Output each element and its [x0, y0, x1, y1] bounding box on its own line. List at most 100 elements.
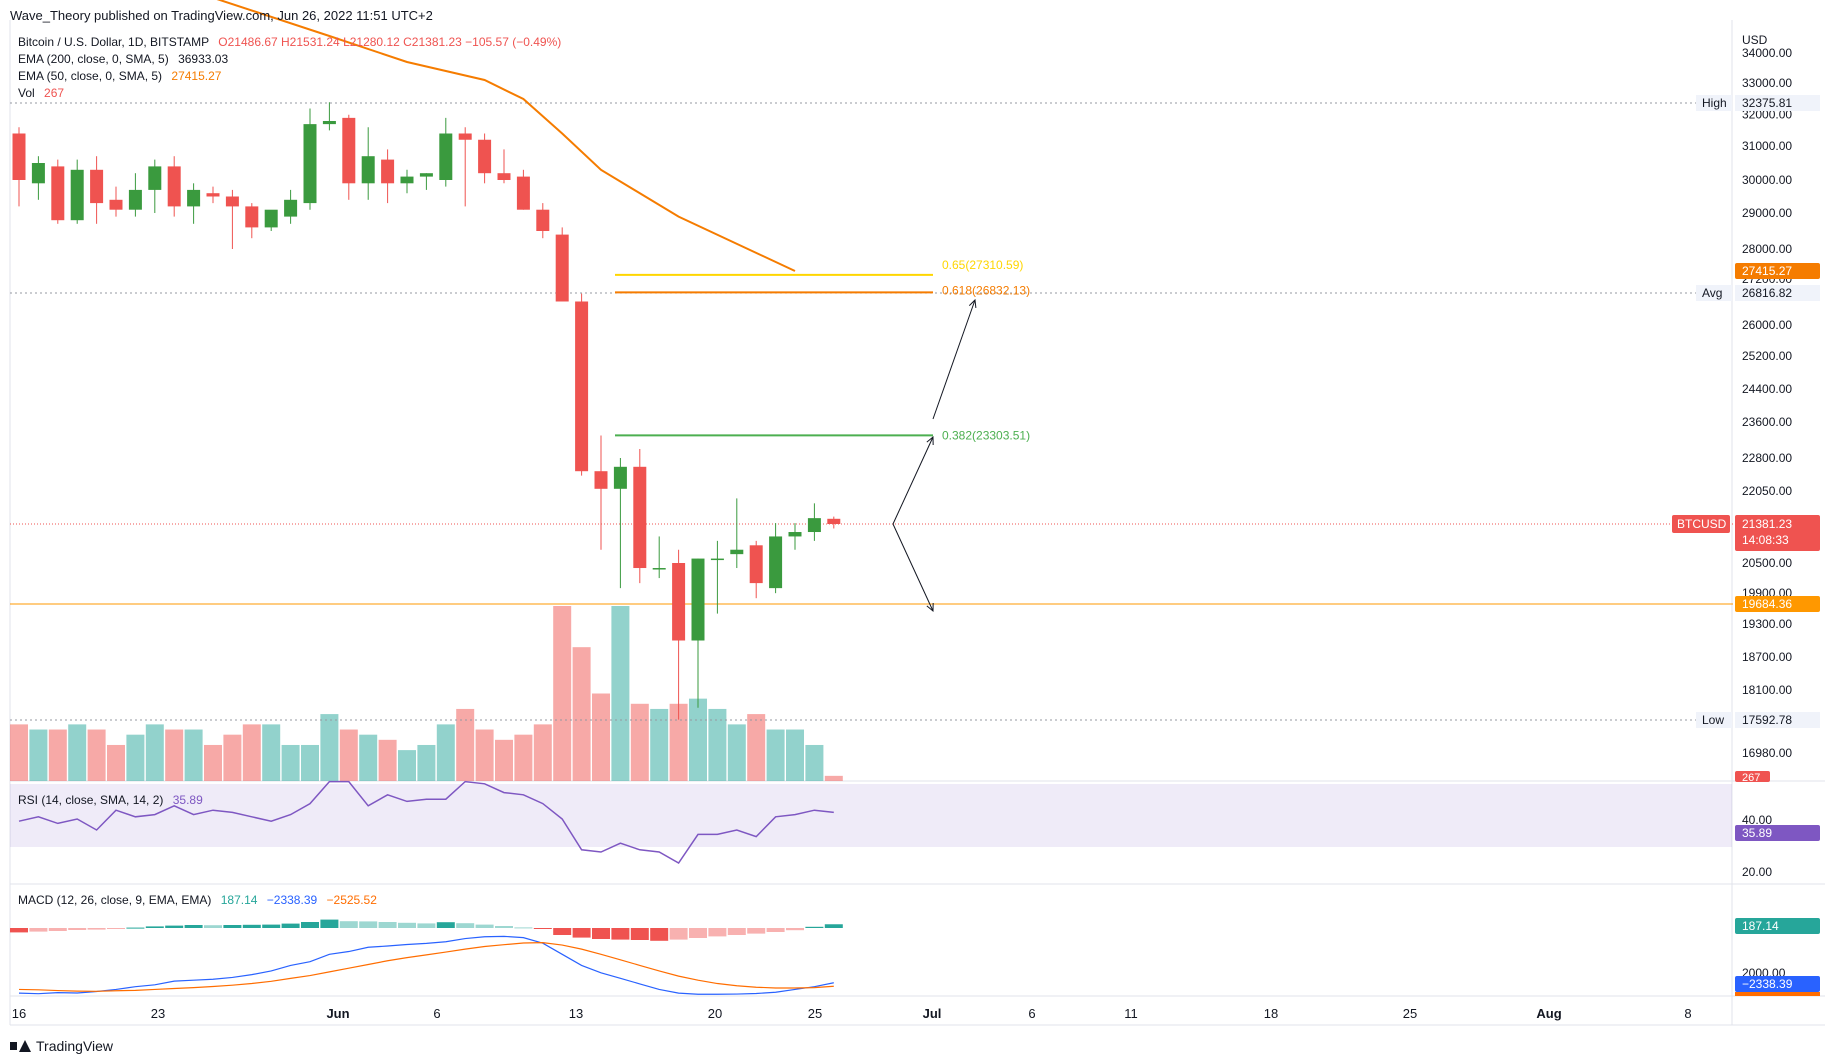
level-tag-avg — [1696, 285, 1732, 301]
time-tick-label: 6 — [433, 1006, 440, 1021]
volume-bar — [184, 729, 203, 781]
candle-body — [419, 173, 433, 177]
candle-body — [206, 193, 220, 197]
level-value-label: 32375.81 — [1742, 96, 1792, 110]
ema50-value: 27415.27 — [171, 69, 222, 83]
level-tag-label: High — [1702, 96, 1727, 110]
candle-body — [225, 196, 239, 207]
level-tag-label: Low — [1702, 713, 1724, 727]
candle-body — [303, 124, 317, 204]
price-tick-label: 18100.00 — [1742, 683, 1792, 697]
time-tick-label: 18 — [1264, 1006, 1278, 1021]
symbol-tag-label: BTCUSD — [1677, 517, 1727, 531]
ema50-line — [216, 0, 796, 272]
macd-histogram-bar — [339, 921, 358, 928]
projection-arrow-down — [892, 523, 934, 612]
candle-body — [322, 120, 336, 125]
macd-histogram-bar — [689, 928, 707, 938]
volume-bar — [533, 724, 552, 781]
macd-histogram-bar — [630, 928, 649, 940]
macd-hist-tag: 187.14 — [1742, 919, 1779, 933]
rsi-legend: RSI (14, close, SMA, 14, 2) 35.89 — [18, 793, 203, 807]
projection-arrow-up-head — [926, 435, 934, 446]
candle-body — [749, 545, 763, 584]
time-tick-label: 25 — [1403, 1006, 1417, 1021]
macd-histogram-bar — [281, 923, 300, 928]
macd-line-tag: −2338.39 — [1742, 977, 1793, 991]
candle-body — [633, 466, 647, 569]
price-tick-label: 33000.00 — [1742, 76, 1792, 90]
last-price-box — [1735, 515, 1820, 551]
projection-arrow-target-head — [968, 298, 977, 309]
volume-bar — [650, 708, 669, 781]
macd-histogram-bar — [242, 924, 261, 928]
candle-body — [51, 166, 65, 221]
volume-bar — [10, 724, 28, 781]
ema50-label: EMA (50, close, 0, SMA, 5) — [18, 69, 163, 83]
candle-body — [516, 176, 530, 210]
ema200-legend: EMA (200, close, 0, SMA, 5) 36933.03 — [18, 52, 228, 66]
volume-bar — [107, 744, 125, 781]
rsi-value-box — [1735, 825, 1820, 841]
volume-bar — [572, 647, 591, 781]
signal-line — [18, 942, 834, 992]
candle-body — [400, 176, 414, 184]
price-tick-label: 25200.00 — [1742, 349, 1792, 363]
projection-arrow-target — [932, 299, 976, 420]
macd-legend: MACD (12, 26, close, 9, EMA, EMA) 187.14… — [18, 893, 377, 907]
macd-histogram-bar — [223, 925, 242, 928]
price-tick-label: 30000.00 — [1742, 173, 1792, 187]
candle-body — [788, 532, 802, 537]
time-tick-label: 20 — [708, 1006, 722, 1021]
candle-body — [827, 518, 841, 524]
macd-histogram-bar — [533, 928, 552, 929]
candle-body — [381, 159, 395, 184]
macd-histogram-bar — [48, 928, 67, 931]
fib-label: 0.618(26832.13) — [942, 283, 1030, 297]
volume-label: Vol — [18, 86, 35, 100]
price-tick-label: 22800.00 — [1742, 451, 1792, 465]
price-tick-label: 28000.00 — [1742, 242, 1792, 256]
macd-histogram-bar — [359, 921, 378, 928]
time-tick-label: Jul — [923, 1006, 942, 1021]
macd-histogram-bar — [68, 928, 87, 930]
candle-body — [167, 166, 181, 207]
macd-signal-box — [1735, 992, 1820, 996]
level-value-box — [1735, 712, 1820, 728]
ema200-value: 36933.03 — [178, 52, 229, 66]
macd-histogram-bar — [475, 924, 494, 928]
macd-histogram-bar — [805, 926, 824, 928]
volume-bar — [359, 734, 378, 781]
volume-bar — [204, 744, 222, 781]
time-tick-label: 13 — [569, 1006, 583, 1021]
volume-bar — [495, 739, 513, 781]
last-price-value: 21381.23 — [1742, 517, 1792, 531]
macd-histogram-bar — [145, 926, 164, 928]
volume-bar — [87, 729, 106, 781]
volume-bar — [242, 724, 261, 781]
volume-bar — [262, 724, 281, 781]
support-price-tag: 19684.36 — [1742, 597, 1792, 611]
level-value-box — [1735, 285, 1820, 301]
macd-histogram-bar — [204, 925, 222, 928]
volume-bar — [611, 606, 630, 781]
price-tick-label: 31000.00 — [1742, 139, 1792, 153]
price-tick-label: 16980.00 — [1742, 746, 1792, 760]
rsi-value-tag: 35.89 — [1742, 826, 1772, 840]
time-tick-label: 23 — [151, 1006, 165, 1021]
support-price-tag-box — [1735, 596, 1820, 612]
rsi-axis-label: 40.00 — [1742, 813, 1772, 827]
level-tag-low — [1696, 712, 1732, 728]
level-tag-high — [1696, 95, 1732, 111]
candle-body — [342, 117, 356, 184]
macd-hist-value: 187.14 — [220, 893, 258, 907]
candle-body — [90, 169, 104, 204]
macd-histogram-bar — [417, 923, 436, 928]
volume-bar — [456, 708, 475, 781]
macd-line — [18, 935, 834, 995]
volume-bar — [824, 775, 843, 781]
price-tick-label: 18700.00 — [1742, 650, 1792, 664]
footer-brand[interactable]: TradingView — [10, 1038, 113, 1054]
time-tick-label: Aug — [1536, 1006, 1561, 1021]
